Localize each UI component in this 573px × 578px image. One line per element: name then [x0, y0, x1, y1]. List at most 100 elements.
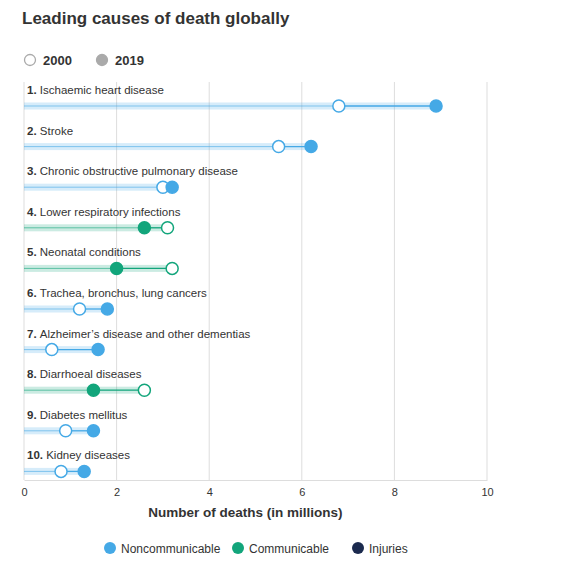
legend-label: 2019 — [115, 53, 144, 68]
legend-label: Injuries — [369, 542, 408, 556]
dot — [101, 303, 113, 315]
grid-line — [24, 82, 25, 480]
category-rank: 3. — [27, 165, 40, 177]
category-label: 3. Chronic obstructive pulmonary disease — [27, 165, 238, 177]
category-name: Diarrhoeal diseases — [40, 368, 142, 380]
chart: Leading causes of death globally 2000 2019… — [0, 0, 573, 578]
tick: 6 — [299, 480, 305, 498]
legend-marker — [352, 542, 364, 554]
tick-label: 10 — [481, 486, 493, 498]
dot — [430, 100, 442, 112]
tick: 10 — [481, 480, 493, 498]
connector — [117, 268, 173, 269]
category-rank: 1. — [27, 84, 40, 96]
category-name: Kidney diseases — [46, 449, 130, 461]
track — [24, 184, 172, 191]
group-legend: Noncommunicable Communicable Injuries — [104, 542, 408, 556]
tick-label: 8 — [392, 486, 398, 498]
stem — [24, 187, 163, 188]
legend-marker — [97, 55, 108, 66]
category-name: Alzheimer’s disease and other dementias — [40, 328, 251, 340]
tick-label: 2 — [114, 486, 120, 498]
stem — [24, 106, 339, 107]
dot — [333, 100, 345, 112]
category-rank: 8. — [27, 368, 40, 380]
legend-marker — [25, 55, 36, 66]
grid — [24, 82, 487, 480]
legend-item: 2019 — [97, 53, 144, 68]
axis-line — [25, 480, 488, 481]
x-axis-label: Number of deaths (in millions) — [148, 505, 342, 520]
dot — [55, 465, 67, 477]
grid-line — [301, 82, 302, 480]
category-rank: 10. — [27, 449, 46, 461]
dot — [60, 425, 72, 437]
title: Leading causes of death globally — [22, 9, 290, 28]
tick: 0 — [21, 480, 27, 498]
track — [24, 265, 172, 272]
tick: 8 — [392, 480, 398, 498]
dot — [87, 384, 99, 396]
dot — [273, 141, 285, 153]
stem — [24, 227, 144, 228]
category-label: 6. Trachea, bronchus, lung cancers — [27, 287, 207, 299]
track — [24, 306, 107, 313]
category-label: 2. Stroke — [27, 125, 73, 137]
legend-label: Noncommunicable — [121, 542, 221, 556]
x-axis: 0 2 4 6 8 10 — [21, 480, 493, 498]
track — [24, 387, 144, 394]
category-label: 1. Ischaemic heart disease — [27, 84, 164, 96]
category-rank: 4. — [27, 206, 40, 218]
legend-item: Communicable — [232, 542, 329, 556]
legend-item: 2000 — [25, 53, 72, 68]
grid-line — [209, 82, 210, 480]
category-label: 4. Lower respiratory infections — [27, 206, 181, 218]
track — [24, 468, 84, 475]
tick-label: 6 — [299, 486, 305, 498]
dot — [87, 425, 99, 437]
category-rank: 5. — [27, 246, 40, 258]
category-label: 10. Kidney diseases — [27, 449, 130, 461]
connector — [52, 349, 98, 350]
stem — [24, 309, 80, 310]
dot — [138, 384, 150, 396]
category-rank: 7. — [27, 328, 40, 340]
track — [24, 427, 93, 434]
dot — [78, 465, 90, 477]
category-rank: 6. — [27, 287, 40, 299]
plot-area — [24, 100, 442, 477]
grid-line — [394, 82, 395, 480]
stem — [24, 146, 279, 147]
dot — [74, 303, 86, 315]
category-label: 8. Diarrhoeal diseases — [27, 368, 142, 380]
track — [24, 346, 98, 353]
legend-item: Noncommunicable — [104, 542, 221, 556]
dot — [305, 141, 317, 153]
tick-label: 0 — [21, 486, 27, 498]
category-label: 9. Diabetes mellitus — [27, 409, 128, 421]
legend-label: 2000 — [43, 53, 72, 68]
grid-line — [487, 82, 488, 480]
dot — [46, 344, 58, 356]
legend-label: Communicable — [249, 542, 329, 556]
dot — [111, 262, 123, 274]
dot — [166, 181, 178, 193]
category-name: Lower respiratory infections — [40, 206, 181, 218]
category-name: Neonatal conditions — [40, 246, 141, 258]
tick: 2 — [114, 480, 120, 498]
tick-label: 4 — [207, 486, 213, 498]
category-rank: 9. — [27, 409, 40, 421]
track — [24, 103, 436, 110]
legend-marker — [104, 542, 116, 554]
category-rank: 2. — [27, 125, 40, 137]
dot — [92, 344, 104, 356]
legend-item: Injuries — [352, 542, 408, 556]
category-name: Chronic obstructive pulmonary disease — [40, 165, 238, 177]
category-name: Trachea, bronchus, lung cancers — [40, 287, 207, 299]
dot — [166, 262, 178, 274]
legend-marker — [232, 542, 244, 554]
connector — [93, 390, 144, 391]
category-name: Stroke — [40, 125, 73, 137]
connector — [339, 105, 436, 106]
category-name: Ischaemic heart disease — [40, 84, 164, 96]
